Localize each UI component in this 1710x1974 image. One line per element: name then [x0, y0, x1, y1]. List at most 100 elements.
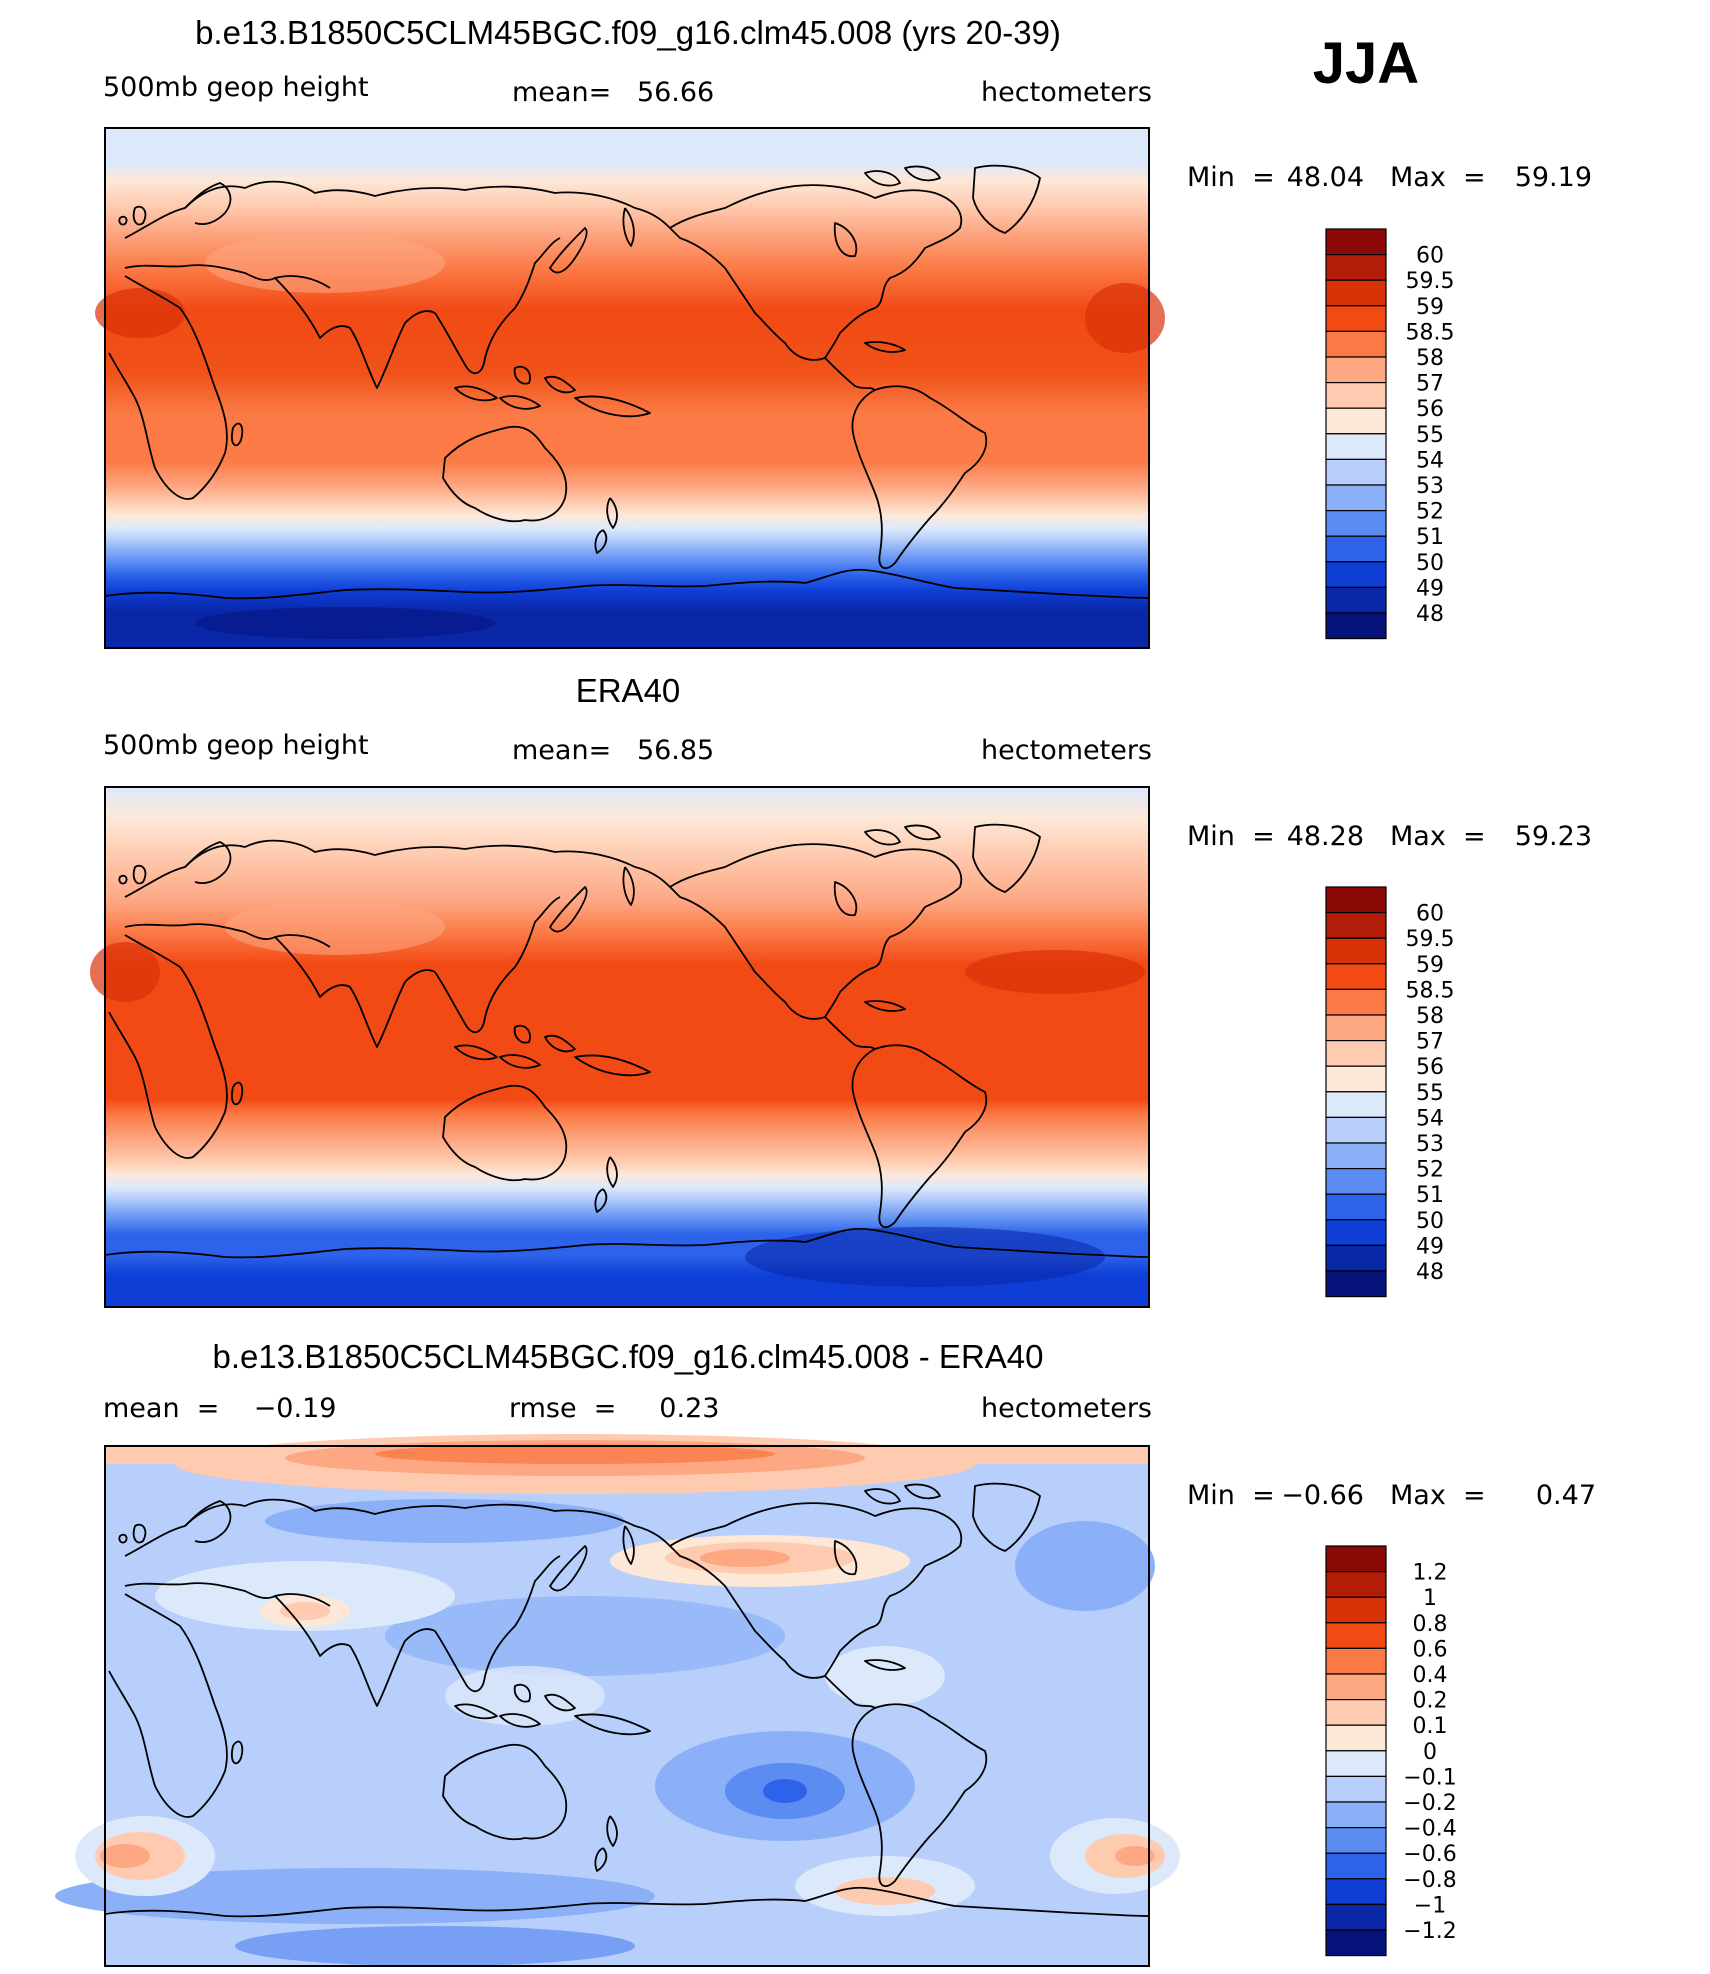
panel-title: b.e13.B1850C5CLM45BGC.f09_g16.clm45.008 …: [195, 14, 1061, 51]
colorbar-swatch: [1325, 561, 1387, 588]
colorbar-tick-label: 53: [1416, 1132, 1444, 1157]
colorbar-swatch: [1325, 1193, 1387, 1221]
colorbar-swatch: [1325, 1698, 1387, 1726]
colorbar-tick-label: 53: [1416, 474, 1444, 499]
panel-subtitle-right: hectometers: [981, 77, 1152, 108]
colorbar-swatch: [1325, 963, 1387, 990]
colorbar-tick-label: 58: [1416, 346, 1444, 371]
colorbar-swatch: [1325, 911, 1387, 939]
colorbar-swatch: [1325, 382, 1387, 409]
colorbar-swatch: [1325, 1929, 1387, 1957]
map-feature: [235, 1926, 635, 1966]
colorbar-tick-label: 49: [1416, 576, 1444, 601]
map-field: [105, 128, 1149, 648]
colorbar-tick-label: 0.1: [1413, 1714, 1448, 1739]
panel-subtitle-left: mean = −0.19: [103, 1393, 336, 1424]
colorbar-tick-label: 59: [1416, 295, 1444, 320]
panel-subtitle-center: rmse = 0.23: [509, 1393, 719, 1424]
map-frame: [55, 1434, 1180, 1967]
map-feature: [90, 942, 160, 1002]
colorbar-tick-label: 0.4: [1413, 1663, 1448, 1688]
colorbar-tick-label: 58.5: [1406, 978, 1455, 1003]
map-feature: [745, 1227, 1105, 1287]
colorbar-tick-label: 55: [1416, 1081, 1444, 1106]
colorbar-tick-label: 55: [1416, 423, 1444, 448]
colorbar-swatch: [1325, 1545, 1387, 1573]
colorbar-tick-label: −1: [1414, 1893, 1446, 1918]
colorbar-tick-label: 60: [1416, 902, 1444, 927]
colorbar-tick-label: 56: [1416, 1055, 1444, 1080]
colorbar-swatch: [1325, 1167, 1387, 1195]
colorbar-swatch: [1325, 458, 1387, 486]
colorbar-tick-label: 57: [1416, 1030, 1444, 1055]
colorbar-tick-label: 51: [1416, 525, 1444, 550]
colorbar-tick-label: 49: [1416, 1234, 1444, 1259]
max-value: 59.23: [1515, 821, 1592, 852]
colorbar-swatch: [1325, 1724, 1387, 1752]
colorbar-swatch: [1325, 1065, 1387, 1093]
colorbar-tick-label: 58.5: [1406, 320, 1455, 345]
min-label: Min =: [1187, 821, 1275, 852]
colorbar-swatch: [1325, 356, 1387, 384]
map-feature: [445, 1666, 605, 1726]
colorbar-tick-label: 0: [1423, 1740, 1437, 1765]
map-feature: [700, 1549, 790, 1567]
max-value: 59.19: [1515, 162, 1592, 193]
map-feature: [225, 899, 445, 955]
colorbar-tick-label: 57: [1416, 372, 1444, 397]
panel-title: b.e13.B1850C5CLM45BGC.f09_g16.clm45.008 …: [212, 1338, 1043, 1375]
map-feature: [375, 1444, 775, 1464]
colorbar-tick-label: 59: [1416, 953, 1444, 978]
colorbar-swatch: [1325, 1801, 1387, 1829]
map-feature: [763, 1779, 807, 1803]
colorbar-tick-label: −0.4: [1403, 1817, 1456, 1842]
colorbar-tick-label: 59.5: [1406, 269, 1455, 294]
colorbar-tick-label: 58: [1416, 1004, 1444, 1029]
map-field: [105, 787, 1149, 1307]
max-value: 0.47: [1536, 1480, 1596, 1511]
colorbar-swatch: [1325, 1673, 1387, 1701]
colorbar-swatch: [1325, 988, 1387, 1016]
colorbar-swatch: [1325, 1244, 1387, 1272]
colorbar-tick-label: 54: [1416, 448, 1444, 473]
colorbar-tick-label: 1.2: [1413, 1561, 1448, 1586]
colorbar-tick-label: 48: [1416, 1260, 1444, 1285]
colorbar-tick-label: 52: [1416, 500, 1444, 525]
colorbar-swatch: [1325, 1750, 1387, 1778]
panel-difference: b.e13.B1850C5CLM45BGC.f09_g16.clm45.008 …: [55, 1338, 1596, 1967]
max-label: Max =: [1390, 821, 1486, 852]
colorbar-tick-label: 1: [1423, 1586, 1437, 1611]
colorbar-tick-label: 51: [1416, 1183, 1444, 1208]
panel-subtitle-center: mean= 56.85: [512, 735, 714, 766]
map-feature: [385, 1596, 785, 1676]
colorbar-swatch: [1325, 1116, 1387, 1144]
panel-title: ERA40: [576, 672, 681, 709]
colorbar-swatch: [1325, 1622, 1387, 1650]
colorbar-swatch: [1325, 1039, 1387, 1067]
colorbar-tick-label: −0.1: [1403, 1765, 1456, 1790]
colorbar-swatch: [1325, 228, 1387, 256]
map-feature: [965, 950, 1145, 994]
colorbar-swatch: [1325, 1775, 1387, 1803]
colorbar-swatch: [1325, 1570, 1387, 1598]
max-label: Max =: [1390, 1480, 1486, 1511]
colorbar-tick-label: 48: [1416, 602, 1444, 627]
max-label: Max =: [1390, 162, 1486, 193]
colorbar-swatch: [1325, 1091, 1387, 1119]
map-feature: [1085, 283, 1165, 353]
panel-model: b.e13.B1850C5CLM45BGC.f09_g16.clm45.008 …: [95, 14, 1592, 649]
min-label: Min =: [1187, 1480, 1275, 1511]
colorbar-swatch: [1325, 612, 1387, 640]
colorbar-tick-label: −0.6: [1403, 1842, 1456, 1867]
map-feature: [1015, 1521, 1155, 1611]
colorbar-swatch: [1325, 330, 1387, 358]
min-value: 48.04: [1287, 162, 1364, 193]
colorbar-tick-label: 50: [1416, 551, 1444, 576]
colorbar: 1.210.80.60.40.20.10−0.1−0.2−0.4−0.6−0.8…: [1325, 1545, 1457, 1957]
colorbar-tick-label: 52: [1416, 1158, 1444, 1183]
colorbar-swatch: [1325, 1014, 1387, 1042]
colorbar-tick-label: 0.6: [1413, 1637, 1448, 1662]
map-frame: [95, 127, 1165, 649]
